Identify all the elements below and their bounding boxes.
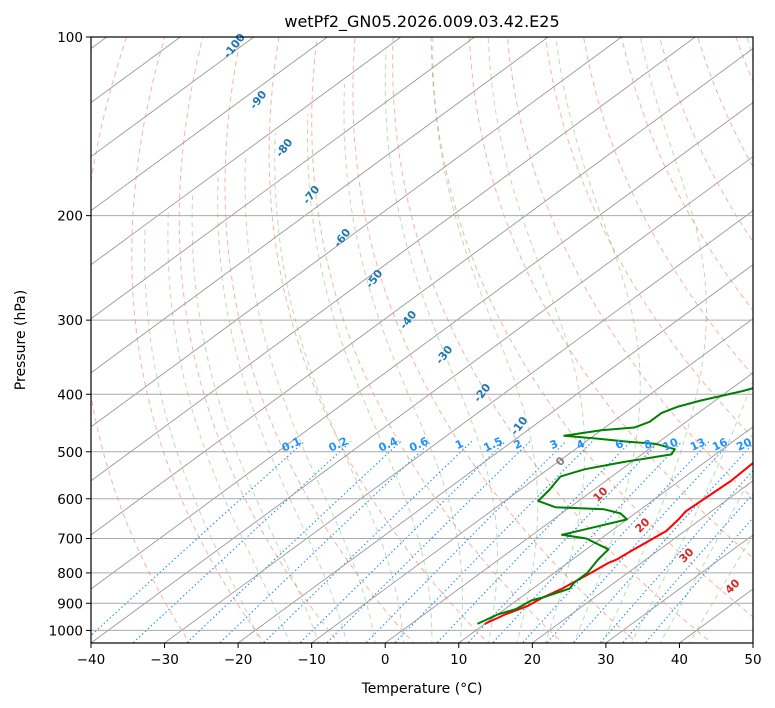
dry-adiabat-line: [131, 37, 265, 643]
axis-ticks: −40 −30 −20 −10 0 10 20 30 40 50 100 200 300 400 500 60…: [49, 30, 762, 668]
isotherm-line: [91, 47, 753, 536]
grid: [91, 37, 753, 643]
y-tick-label: 200: [57, 209, 83, 225]
mixing-ratio-line: [262, 440, 473, 643]
moist-adiabat-line: [191, 195, 319, 643]
x-tick-label: −20: [224, 652, 253, 668]
moist-adiabat-line: [274, 132, 405, 643]
isotherm-line: [531, 480, 753, 643]
y-tick-label: 100: [57, 30, 83, 46]
isotherm-line: [91, 102, 753, 590]
x-tick-label: 50: [744, 652, 761, 668]
mixing-ratio-line: [572, 442, 753, 643]
y-tick-label: 800: [57, 566, 83, 582]
mixing-ratio-line: [299, 440, 506, 643]
x-tick-label: −30: [150, 652, 179, 668]
plot-frame: [90, 36, 754, 644]
mixing-ratio-line: [599, 469, 753, 643]
isotherm-line: [91, 37, 329, 212]
moist-adiabat-line: [244, 158, 376, 643]
x-tick-label: 30: [597, 652, 614, 668]
mixing-ratio-label: 13: [688, 436, 707, 454]
x-tick-label: 40: [671, 652, 688, 668]
isotherm-line: [237, 264, 753, 643]
mixing-ratio-label: 10: [661, 435, 681, 453]
mixing-ratio-line: [325, 440, 531, 643]
moist-adiabat-line: [343, 83, 463, 643]
isotherm-line: [91, 37, 476, 320]
x-tick-label: 10: [450, 652, 467, 668]
x-tick-label: −40: [77, 652, 106, 668]
mixing-ratio-line: [621, 493, 753, 643]
mixing-ratio-line: [365, 440, 567, 643]
isotherm-line: [163, 210, 753, 643]
dry-adiabat-line: [468, 37, 753, 559]
x-tick-label: 20: [524, 652, 541, 668]
isotherm-line: [384, 372, 753, 643]
isotherm-line: [310, 318, 753, 643]
isotherm-line: [605, 534, 753, 643]
y-tick-label: 300: [57, 313, 83, 329]
dewpoint-profile: [476, 387, 753, 625]
moist-adiabat-line: [217, 173, 348, 643]
moist-adiabat-line: [167, 209, 291, 643]
y-axis-label: Pressure (hPa): [13, 290, 29, 390]
mixing-ratio-line: [185, 440, 402, 643]
isotherm-line: [91, 37, 402, 266]
mixing-ratio-line: [644, 517, 753, 643]
isotherm-line: [458, 426, 753, 643]
mixing-ratio-line: [436, 440, 632, 643]
isotherm-line: [91, 37, 623, 428]
isotherm-line: [91, 37, 696, 482]
y-tick-label: 500: [57, 445, 83, 461]
dry-adiabat-line: [311, 37, 564, 643]
temperature-profile: [484, 461, 753, 625]
moist-adiabat-line: [487, 37, 586, 643]
mixing-ratio-line: [545, 440, 732, 643]
y-tick-label: 1000: [49, 623, 83, 639]
mixing-ratio-label: 20: [734, 435, 754, 453]
mixing-ratio-line: [91, 440, 305, 637]
isotherm-line: [91, 37, 255, 158]
isotherm-line: [91, 156, 753, 643]
plot-area: [91, 37, 753, 643]
mixing-ratio-line: [467, 440, 660, 643]
sounding-profiles: [476, 387, 753, 625]
x-tick-label: −10: [297, 652, 326, 668]
mixing-ratio-line: [132, 440, 352, 643]
chart-title: wetPf2_GN05.2026.009.03.42.E25: [284, 12, 559, 32]
x-axis-label: Temperature (°C): [361, 681, 483, 697]
moist-adiabat-line: [432, 37, 539, 643]
y-tick-label: 700: [57, 532, 83, 548]
y-tick-label: 600: [57, 492, 83, 508]
mixing-ratio-label: 16: [710, 435, 730, 453]
mixing-ratio-line: [521, 440, 710, 643]
isotherm-line: [91, 37, 549, 374]
y-tick-label: 400: [57, 387, 83, 403]
dry-adiabat-line: [506, 37, 753, 500]
moist-adiabat-line: [144, 228, 262, 643]
moist-adiabat-line: [384, 49, 498, 643]
x-tick-label: 0: [381, 652, 390, 668]
y-tick-label: 900: [57, 596, 83, 612]
moist-adiabat-line: [307, 114, 433, 643]
